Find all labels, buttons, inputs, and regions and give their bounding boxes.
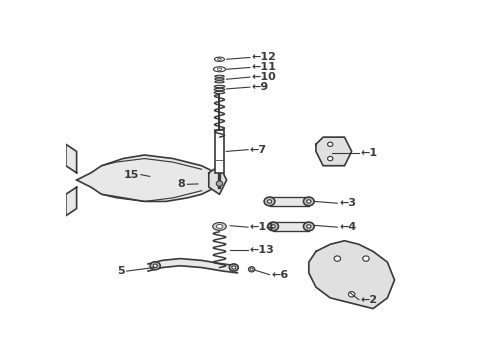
Text: ←4: ←4 [339, 222, 356, 232]
Text: ←2: ←2 [360, 295, 377, 305]
Polygon shape [148, 258, 237, 273]
Ellipse shape [231, 266, 235, 269]
Ellipse shape [306, 225, 310, 228]
Polygon shape [272, 222, 308, 231]
Ellipse shape [327, 142, 332, 147]
Text: 5: 5 [117, 266, 124, 276]
Ellipse shape [217, 68, 221, 71]
Text: ←12: ←12 [251, 53, 276, 63]
Text: ←10: ←10 [251, 72, 276, 82]
Ellipse shape [333, 256, 340, 261]
Ellipse shape [303, 222, 313, 231]
Polygon shape [77, 155, 216, 202]
Ellipse shape [348, 292, 354, 297]
Text: ←3: ←3 [339, 198, 355, 208]
Ellipse shape [214, 78, 224, 80]
Text: 8: 8 [178, 179, 185, 189]
Ellipse shape [214, 85, 224, 88]
Text: ←1: ←1 [360, 148, 377, 158]
Ellipse shape [327, 157, 332, 161]
Text: ←6: ←6 [271, 270, 288, 280]
Ellipse shape [214, 75, 224, 77]
Text: ←14: ←14 [249, 222, 274, 232]
Text: ←9: ←9 [251, 82, 268, 92]
Polygon shape [66, 187, 77, 216]
Ellipse shape [216, 225, 222, 228]
Ellipse shape [250, 268, 253, 271]
FancyBboxPatch shape [215, 130, 224, 173]
Ellipse shape [214, 88, 224, 91]
Ellipse shape [303, 197, 313, 206]
Polygon shape [66, 144, 77, 173]
Polygon shape [269, 197, 308, 206]
Ellipse shape [214, 81, 224, 83]
Text: 15: 15 [123, 170, 139, 180]
Ellipse shape [229, 264, 238, 271]
Ellipse shape [214, 91, 224, 94]
Ellipse shape [267, 200, 271, 203]
Polygon shape [308, 241, 394, 309]
Ellipse shape [212, 222, 226, 230]
Ellipse shape [264, 197, 274, 206]
Ellipse shape [270, 225, 275, 228]
Ellipse shape [306, 200, 310, 203]
Ellipse shape [267, 222, 278, 231]
Polygon shape [315, 137, 351, 166]
Ellipse shape [150, 262, 160, 270]
Ellipse shape [362, 256, 368, 261]
Ellipse shape [217, 58, 221, 60]
Text: ←13: ←13 [249, 245, 274, 255]
Ellipse shape [213, 67, 225, 72]
Ellipse shape [248, 267, 254, 272]
Ellipse shape [153, 264, 157, 267]
Ellipse shape [216, 181, 222, 186]
Polygon shape [208, 166, 226, 194]
Text: ←7: ←7 [249, 145, 266, 155]
Text: ←11: ←11 [251, 63, 276, 72]
Ellipse shape [214, 57, 224, 62]
